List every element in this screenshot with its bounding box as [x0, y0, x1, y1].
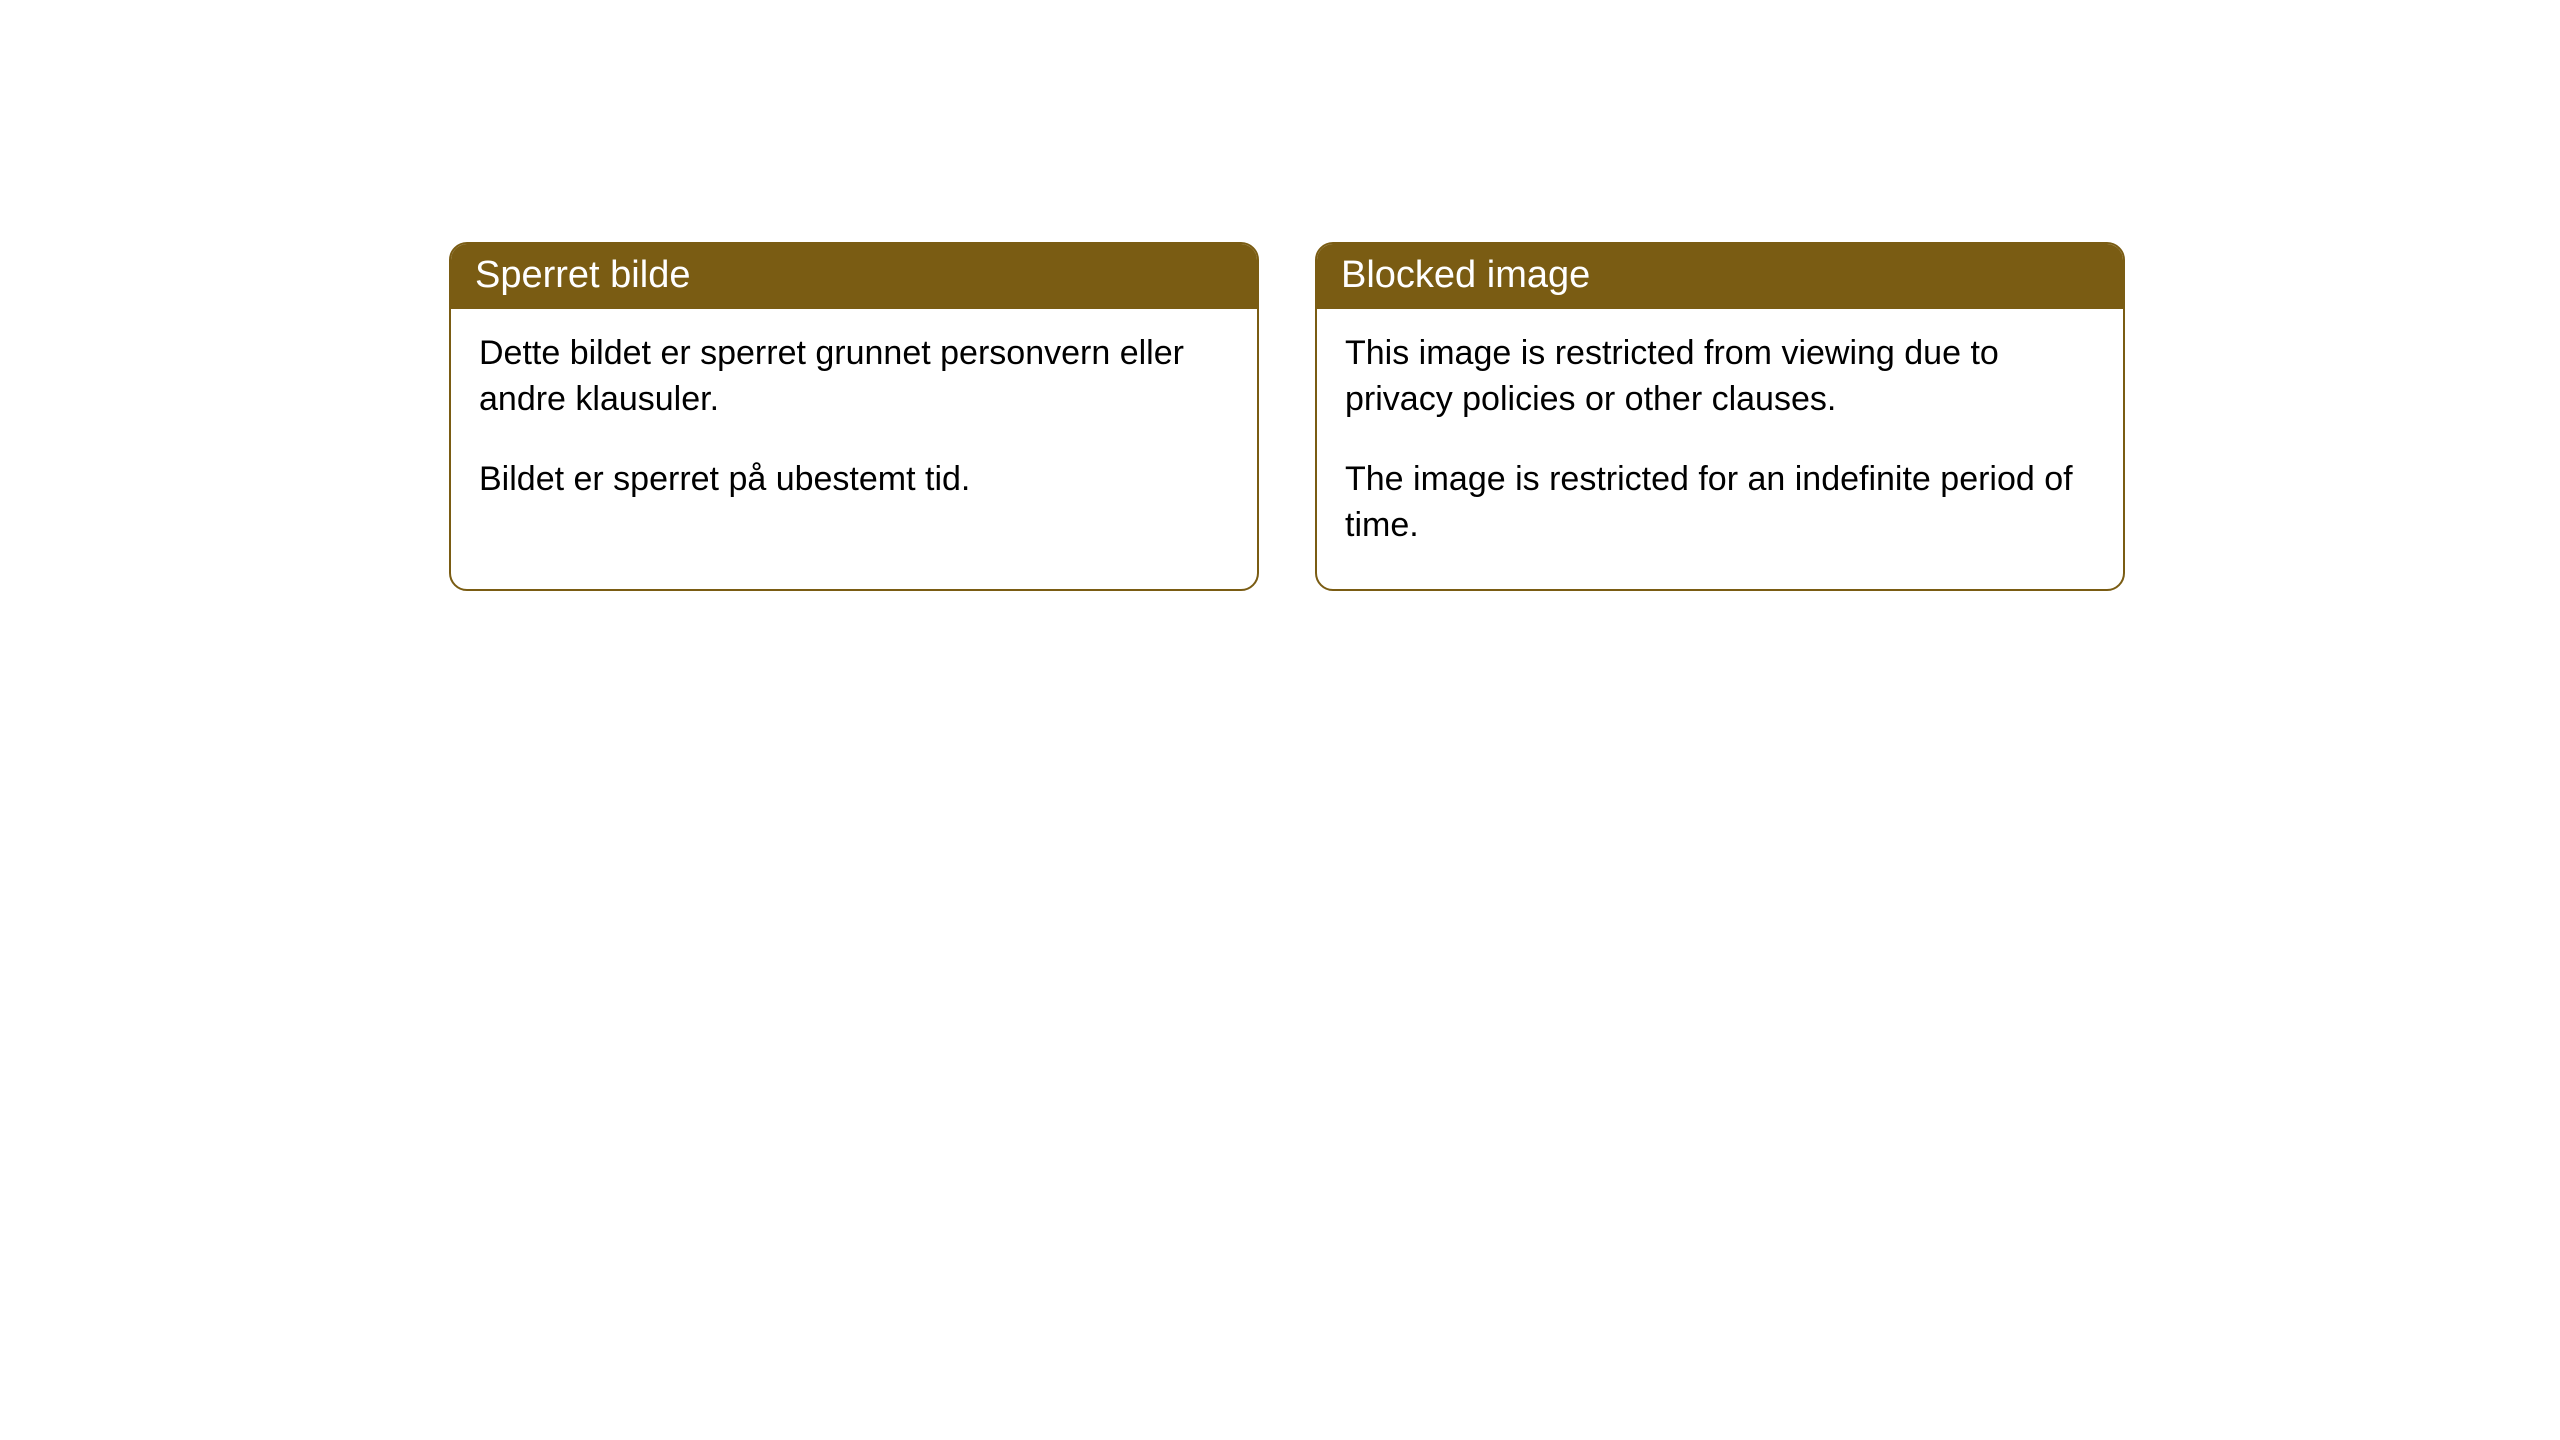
- notice-card-norwegian: Sperret bilde Dette bildet er sperret gr…: [449, 242, 1259, 591]
- notice-card-english: Blocked image This image is restricted f…: [1315, 242, 2125, 591]
- card-title: Blocked image: [1341, 254, 1590, 296]
- card-header-norwegian: Sperret bilde: [451, 244, 1257, 309]
- card-text-line2: Bildet er sperret på ubestemt tid.: [479, 457, 1229, 503]
- card-body-norwegian: Dette bildet er sperret grunnet personve…: [451, 309, 1257, 543]
- card-title: Sperret bilde: [475, 254, 690, 296]
- card-body-english: This image is restricted from viewing du…: [1317, 309, 2123, 589]
- notice-cards-container: Sperret bilde Dette bildet er sperret gr…: [449, 242, 2125, 591]
- card-text-line1: This image is restricted from viewing du…: [1345, 331, 2095, 423]
- card-text-line1: Dette bildet er sperret grunnet personve…: [479, 331, 1229, 423]
- card-text-line2: The image is restricted for an indefinit…: [1345, 457, 2095, 549]
- card-header-english: Blocked image: [1317, 244, 2123, 309]
